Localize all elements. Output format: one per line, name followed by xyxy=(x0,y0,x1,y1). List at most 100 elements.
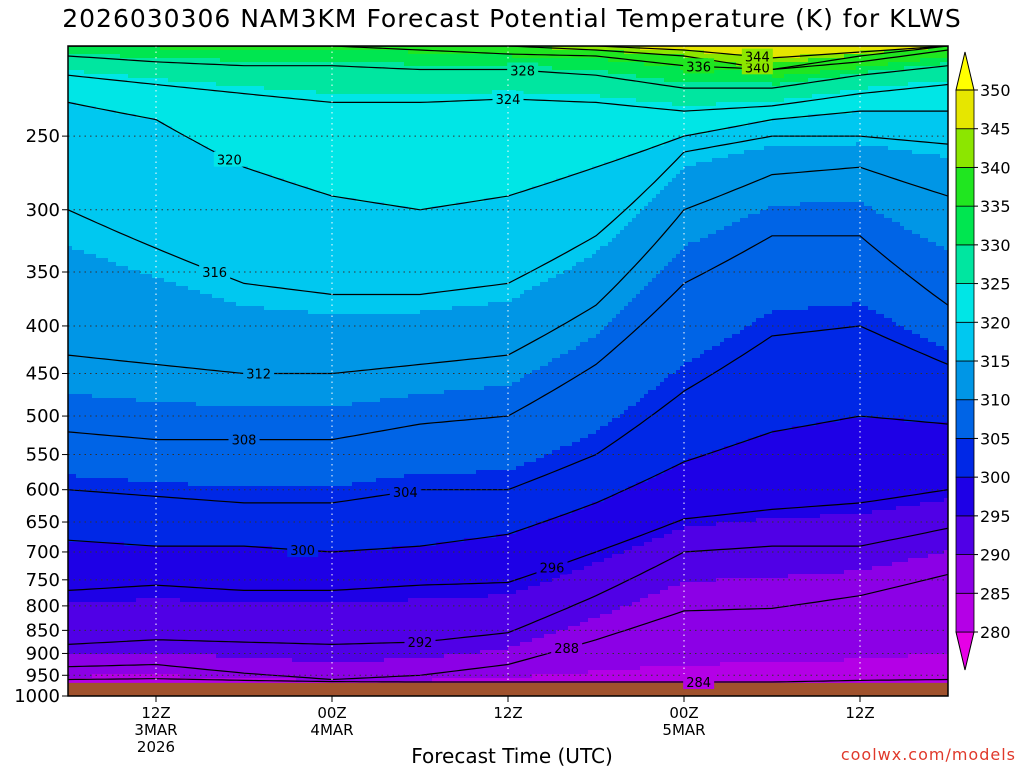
contour-fill-layer xyxy=(68,46,948,696)
contour-label-300: 300 xyxy=(290,544,315,559)
colorbar-label: 330 xyxy=(980,236,1011,255)
contour-label-bg xyxy=(287,542,319,558)
grid-layer xyxy=(68,46,948,697)
y-tick-label: 600 xyxy=(26,480,60,501)
y-tick-label: 400 xyxy=(26,316,60,337)
contour-line-344 xyxy=(68,46,948,59)
y-tick-label: 250 xyxy=(26,126,60,147)
y-tick-label: 450 xyxy=(26,364,60,385)
contour-label-bg xyxy=(741,48,773,64)
contour-line-288 xyxy=(68,573,948,681)
contour-label-328: 328 xyxy=(510,64,535,79)
chart-title: 2026030306 NAM3KM Forecast Potential Tem… xyxy=(0,4,1024,33)
contour-line-300 xyxy=(68,415,948,553)
contour-label-bg xyxy=(389,483,421,499)
colorbar-segment xyxy=(955,360,975,401)
contour-label-bg xyxy=(683,674,715,690)
contour-line-340 xyxy=(68,46,948,71)
contour-label-284: 284 xyxy=(686,676,711,691)
colorbar-segment xyxy=(955,128,975,168)
colorbar: 280 285 290 295 300 305 310 315 320 325 330 335 340 3… xyxy=(955,51,1011,671)
contour-label-336: 336 xyxy=(686,60,711,75)
contour-label-316: 316 xyxy=(202,266,227,281)
colorbar-label: 315 xyxy=(980,352,1011,371)
contour-label-bg xyxy=(228,431,260,447)
y-tick-label: 950 xyxy=(26,665,60,686)
contour-line-284 xyxy=(68,678,948,683)
y-tick-label: 800 xyxy=(26,596,60,617)
y-tick-label: 500 xyxy=(26,406,60,427)
y-tick-label: 550 xyxy=(26,445,60,466)
colorbar-label: 285 xyxy=(980,584,1011,603)
x-tick-label: 12Z xyxy=(141,704,170,722)
ground-surface xyxy=(68,682,948,696)
x-tick-label: 2026 xyxy=(137,738,175,756)
colorbar-label: 300 xyxy=(980,468,1011,487)
y-tick-label: 300 xyxy=(26,200,60,221)
colorbar-label: 350 xyxy=(980,81,1011,100)
colorbar-segment xyxy=(955,399,975,439)
x-tick-label: 5MAR xyxy=(662,721,705,739)
contour-label-312: 312 xyxy=(246,368,271,383)
contour-label-bg xyxy=(536,559,568,575)
colorbar-segment xyxy=(955,244,975,284)
contour-line-336 xyxy=(68,46,948,71)
y-tick-label: 650 xyxy=(26,512,60,533)
colorbar-label: 290 xyxy=(980,546,1011,565)
colorbar-label: 280 xyxy=(980,623,1011,642)
contour-label-bg xyxy=(404,634,436,650)
x-tick-label: 3MAR xyxy=(134,721,177,739)
colorbar-max-arrow xyxy=(955,51,975,91)
contour-label-308: 308 xyxy=(232,434,257,449)
contour-label-bg xyxy=(551,640,583,656)
colorbar-label: 325 xyxy=(980,275,1011,294)
y-tick-label: 850 xyxy=(26,620,60,641)
contour-label-bg xyxy=(213,151,245,167)
y-tick-label: 900 xyxy=(26,643,60,664)
colorbar-segment xyxy=(955,321,975,362)
contour-labels: 284 288 292 296 300 304 308 312 316 320 324 328 336 3… xyxy=(199,48,773,691)
contour-label-bg xyxy=(199,264,231,280)
y-tick-label: 1000 xyxy=(14,686,60,707)
contour-label-292: 292 xyxy=(408,636,433,651)
colorbar-segment xyxy=(955,438,975,478)
colorbar-label: 340 xyxy=(980,158,1011,177)
contour-label-344: 344 xyxy=(745,51,770,66)
colorbar-min-arrow xyxy=(955,631,975,671)
colorbar-segment xyxy=(955,167,975,207)
colorbar-segment xyxy=(955,476,975,517)
x-tick-label: 00Z xyxy=(669,704,698,722)
colorbar-label: 345 xyxy=(980,120,1011,139)
colorbar-label: 295 xyxy=(980,507,1011,526)
colorbar-segment xyxy=(955,515,975,555)
x-tick-label: 12Z xyxy=(845,704,874,722)
contour-label-bg xyxy=(492,90,524,106)
contour-label-bg xyxy=(507,62,539,78)
x-tick-label: 12Z xyxy=(493,704,522,722)
contour-line-292 xyxy=(68,527,948,646)
x-tick-label: 4MAR xyxy=(310,721,353,739)
ground-layer xyxy=(68,682,948,696)
contour-label-bg xyxy=(243,365,275,381)
contour-line-296 xyxy=(68,489,948,591)
contour-label-304: 304 xyxy=(393,486,418,501)
contour-label-340: 340 xyxy=(745,61,770,76)
contour-label-324: 324 xyxy=(496,93,521,108)
colorbar-label: 310 xyxy=(980,391,1011,410)
colorbar-label: 335 xyxy=(980,197,1011,216)
colorbar-segment xyxy=(955,283,975,323)
y-tick-label: 700 xyxy=(26,542,60,563)
colorbar-segment xyxy=(955,592,975,633)
contour-label-320: 320 xyxy=(217,154,242,169)
colorbar-segment xyxy=(955,205,975,246)
x-tick-label: 00Z xyxy=(317,704,346,722)
credit-link[interactable]: coolwx.com/models xyxy=(841,745,1016,764)
colorbar-label: 305 xyxy=(980,429,1011,448)
colorbar-label: 320 xyxy=(980,313,1011,332)
x-axis-title: Forecast Time (UTC) xyxy=(0,744,1024,768)
colorbar-segment xyxy=(955,554,975,594)
contour-label-bg xyxy=(683,58,715,74)
y-tick-label: 350 xyxy=(26,262,60,283)
